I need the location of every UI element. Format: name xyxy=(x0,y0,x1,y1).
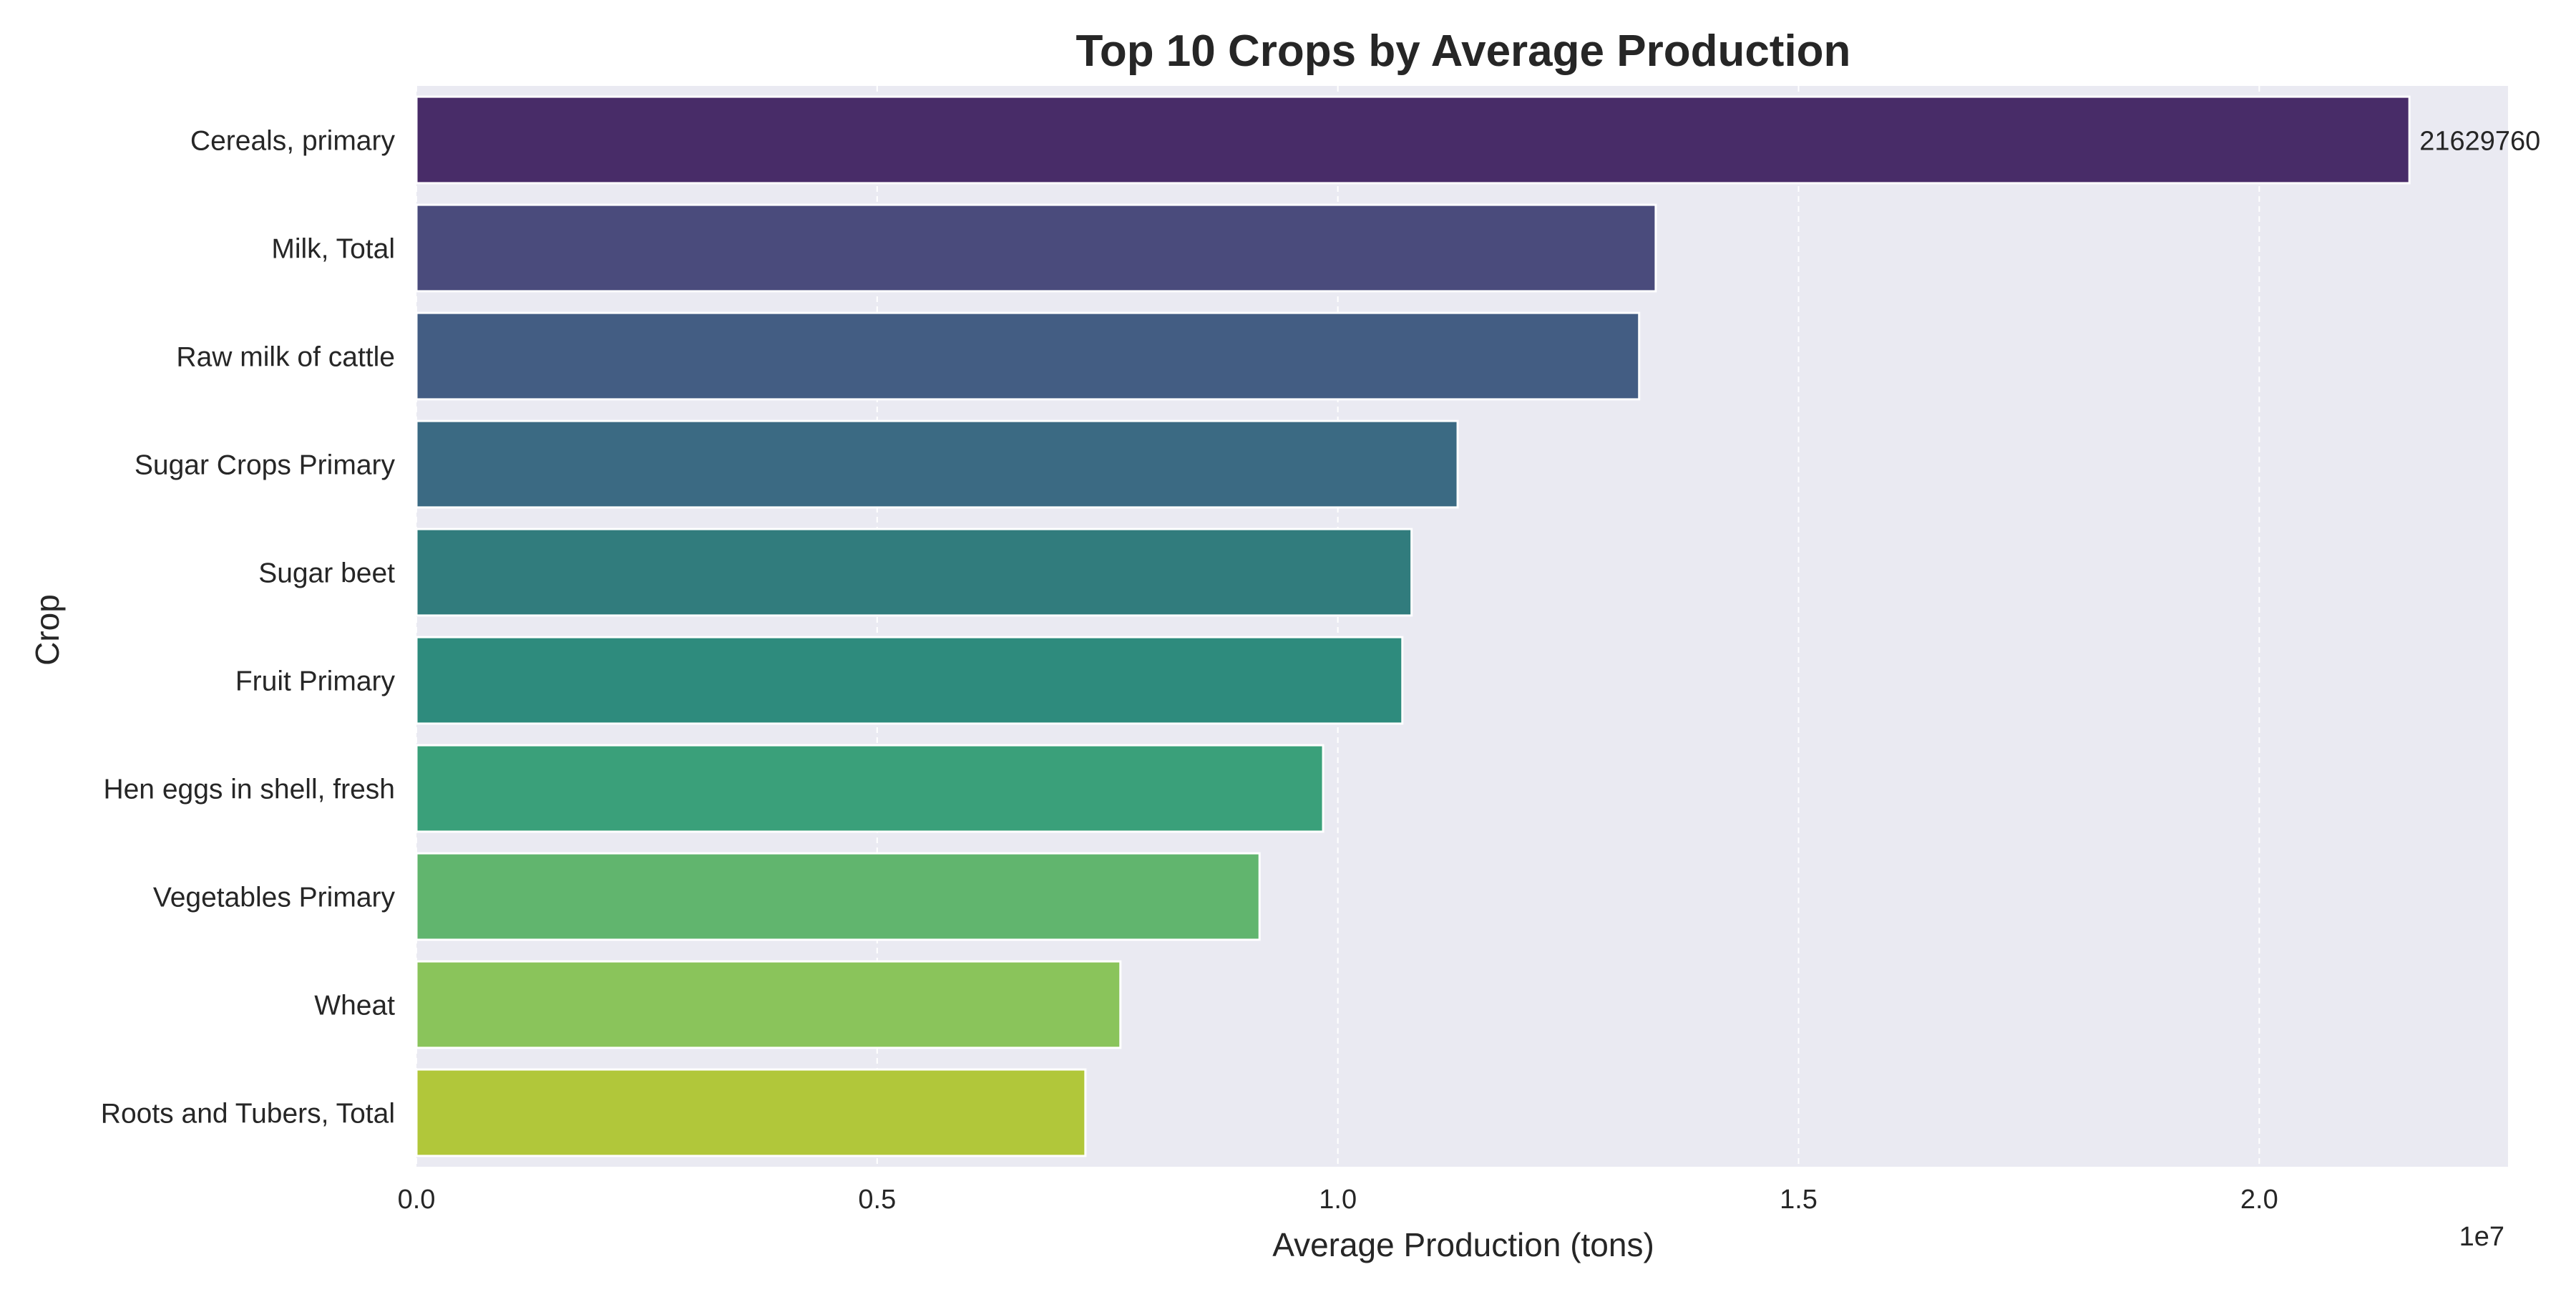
y-tick-label: Fruit Primary xyxy=(235,666,396,697)
bar xyxy=(415,1068,1087,1157)
bars xyxy=(415,95,2411,1157)
data-labels: 21629760 xyxy=(2419,127,2540,157)
x-tick-label: 0.5 xyxy=(858,1185,896,1215)
x-tick-label: 0.0 xyxy=(398,1185,436,1215)
y-tick-label: Raw milk of cattle xyxy=(176,342,395,373)
x-tick-label: 2.0 xyxy=(2240,1185,2278,1215)
y-tick-label: Sugar Crops Primary xyxy=(135,450,396,481)
x-axis-title: Average Production (tons) xyxy=(1272,1226,1654,1263)
y-tick-label: Cereals, primary xyxy=(190,126,396,157)
bar xyxy=(415,960,1122,1049)
y-tick-label: Wheat xyxy=(314,991,395,1021)
bar xyxy=(415,636,1404,725)
y-tick-label: Milk, Total xyxy=(271,234,395,265)
y-tick-label: Roots and Tubers, Total xyxy=(101,1099,395,1130)
x-tick-label: 1.0 xyxy=(1319,1185,1357,1215)
data-label: 21629760 xyxy=(2419,127,2540,157)
bar xyxy=(415,419,1459,509)
y-tick-label: Vegetables Primary xyxy=(153,883,396,913)
y-tick-label: Hen eggs in shell, fresh xyxy=(103,774,395,805)
bar xyxy=(415,311,1641,401)
bar xyxy=(415,744,1324,833)
x-tick-labels: 0.0 0.5 1.0 1.5 2.0 xyxy=(398,1185,2278,1215)
x-axis-scale-label: 1e7 xyxy=(2459,1222,2504,1252)
y-tick-labels: Cereals, primary Milk, Total Raw milk of c… xyxy=(101,126,396,1130)
bar xyxy=(415,528,1413,617)
chart-title: Top 10 Crops by Average Production xyxy=(1076,26,1851,76)
y-tick-label: Sugar beet xyxy=(258,558,395,589)
y-axis-title: Crop xyxy=(29,594,66,666)
x-tick-label: 1.5 xyxy=(1780,1185,1818,1215)
bar xyxy=(415,95,2411,185)
bar xyxy=(415,203,1657,293)
bar xyxy=(415,852,1261,941)
